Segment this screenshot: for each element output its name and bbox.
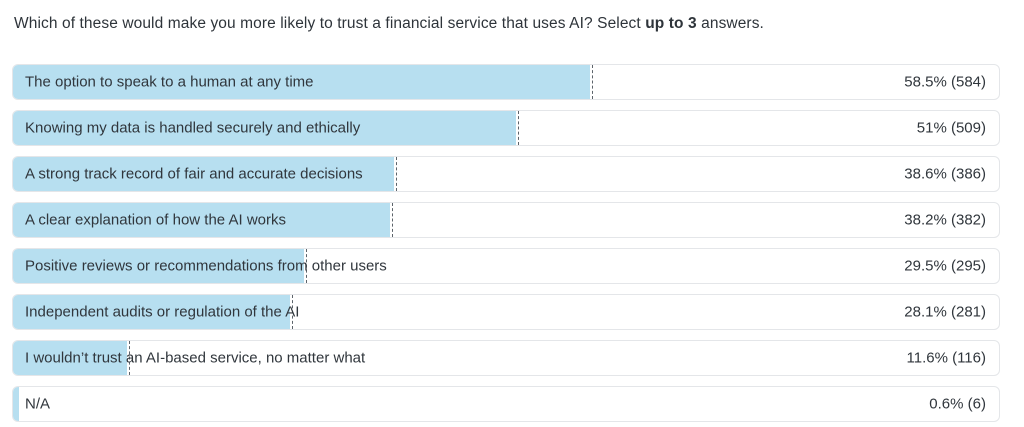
bar-end-dash-line xyxy=(591,65,593,99)
answer-row: N/A 0.6% (6) xyxy=(12,386,1000,422)
answer-label: Positive reviews or recommendations from… xyxy=(25,257,387,275)
answer-label: A strong track record of fair and accura… xyxy=(25,165,363,183)
answer-bar-fill xyxy=(13,203,390,237)
answer-value-label: 38.6% (386) xyxy=(904,165,986,183)
answer-bar-fill xyxy=(13,295,291,329)
answer-label: I wouldn’t trust an AI-based service, no… xyxy=(25,349,366,367)
answer-value-label: 58.5% (584) xyxy=(904,73,986,91)
answer-row: A strong track record of fair and accura… xyxy=(12,156,1000,192)
bar-end-dash-line xyxy=(395,157,397,191)
results-list: The option to speak to a human at any ti… xyxy=(12,64,1000,427)
question-title-prefix: Which of these would make you more likel… xyxy=(14,15,646,32)
bar-end-dash-line xyxy=(292,295,294,329)
bar-end-dash-line xyxy=(305,249,307,283)
bar-end-dash-line xyxy=(391,203,393,237)
answer-value-label: 29.5% (295) xyxy=(904,257,986,275)
answer-value-label: 28.1% (281) xyxy=(904,303,986,321)
answer-row: I wouldn’t trust an AI-based service, no… xyxy=(12,340,1000,376)
answer-label: A clear explanation of how the AI works xyxy=(25,211,286,229)
answer-value-label: 51% (509) xyxy=(916,119,986,137)
answer-row: Positive reviews or recommendations from… xyxy=(12,248,1000,284)
answer-label: Knowing my data is handled securely and … xyxy=(25,119,361,137)
answer-row: A clear explanation of how the AI works … xyxy=(12,202,1000,238)
answer-bar-fill xyxy=(13,387,19,421)
answer-bar-fill xyxy=(13,341,128,375)
answer-row: Knowing my data is handled securely and … xyxy=(12,110,1000,146)
answer-bar-fill xyxy=(13,65,590,99)
question-title: Which of these would make you more likel… xyxy=(14,13,764,35)
answer-bar-fill xyxy=(13,157,394,191)
answer-value-label: 11.6% (116) xyxy=(906,349,987,367)
bar-end-dash-line xyxy=(517,111,519,145)
answer-label: N/A xyxy=(25,395,51,413)
answer-bar-fill xyxy=(13,249,304,283)
answer-row: The option to speak to a human at any ti… xyxy=(12,64,1000,100)
answer-row: Independent audits or regulation of the … xyxy=(12,294,1000,330)
answer-label: Independent audits or regulation of the … xyxy=(25,303,300,321)
bar-end-dash-line xyxy=(129,341,131,375)
question-title-suffix: answers. xyxy=(696,15,764,32)
answer-bar-fill xyxy=(13,111,516,145)
answer-value-label: 0.6% (6) xyxy=(929,395,986,413)
answer-value-label: 38.2% (382) xyxy=(904,211,986,229)
question-title-bold: up to 3 xyxy=(645,15,697,32)
answer-label: The option to speak to a human at any ti… xyxy=(25,73,314,91)
